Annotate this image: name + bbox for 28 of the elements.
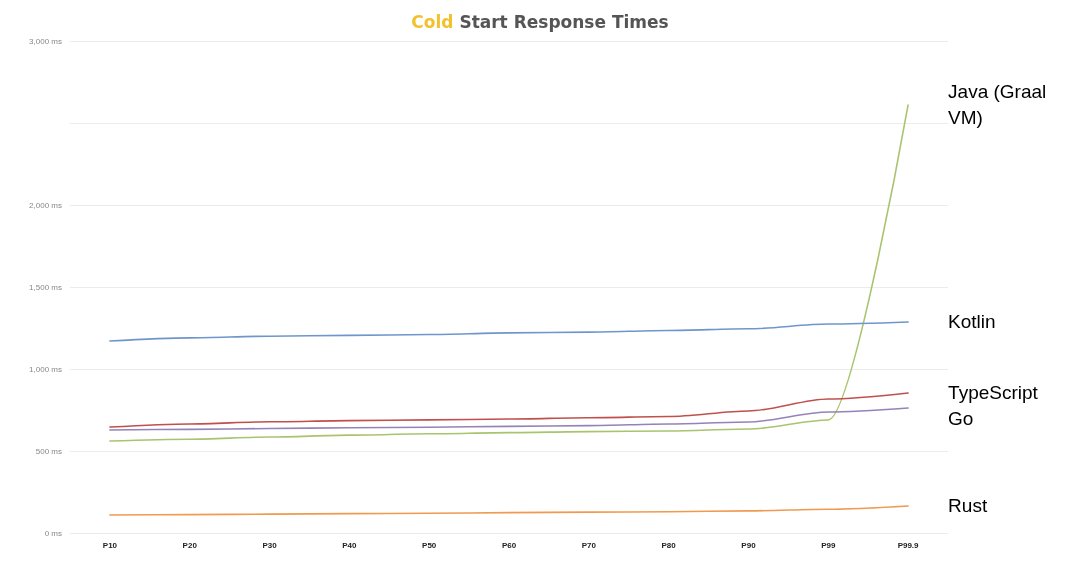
line-series (109, 104, 909, 442)
x-tick-label: P30 (262, 540, 278, 550)
x-tick-label: P40 (342, 540, 358, 550)
x-tick-label: P70 (581, 540, 597, 550)
x-tick-label: P99.9 (897, 540, 920, 550)
chart-title: Cold Start Response Times (411, 11, 669, 32)
text: Kotlin (948, 311, 996, 333)
text: Java (Graal VM) (948, 81, 1052, 129)
text: Go (948, 408, 974, 430)
y-tick-label: 2,000 ms (29, 200, 62, 210)
line-series (109, 505, 909, 516)
x-tick-label: P20 (182, 540, 198, 550)
y-tick-label: 1,500 ms (29, 282, 62, 292)
text: TypeScript (948, 382, 1039, 404)
x-tick-label: P10 (102, 540, 118, 550)
x-tick-label: P50 (422, 540, 437, 550)
x-tick-label: P60 (501, 540, 517, 550)
x-tick-label: P90 (741, 540, 757, 550)
text: Rust (948, 495, 988, 517)
y-tick-label: 0 ms (44, 528, 62, 538)
x-tick-label: P99 (821, 540, 836, 550)
y-tick-label: 1,000 ms (29, 364, 62, 374)
line-series (109, 407, 909, 431)
y-tick-label: 3,000 ms (29, 36, 62, 46)
y-tick-label: 500 ms (35, 446, 62, 456)
line-series (109, 392, 909, 428)
line-series (109, 321, 909, 342)
x-tick-label: P80 (661, 540, 677, 550)
